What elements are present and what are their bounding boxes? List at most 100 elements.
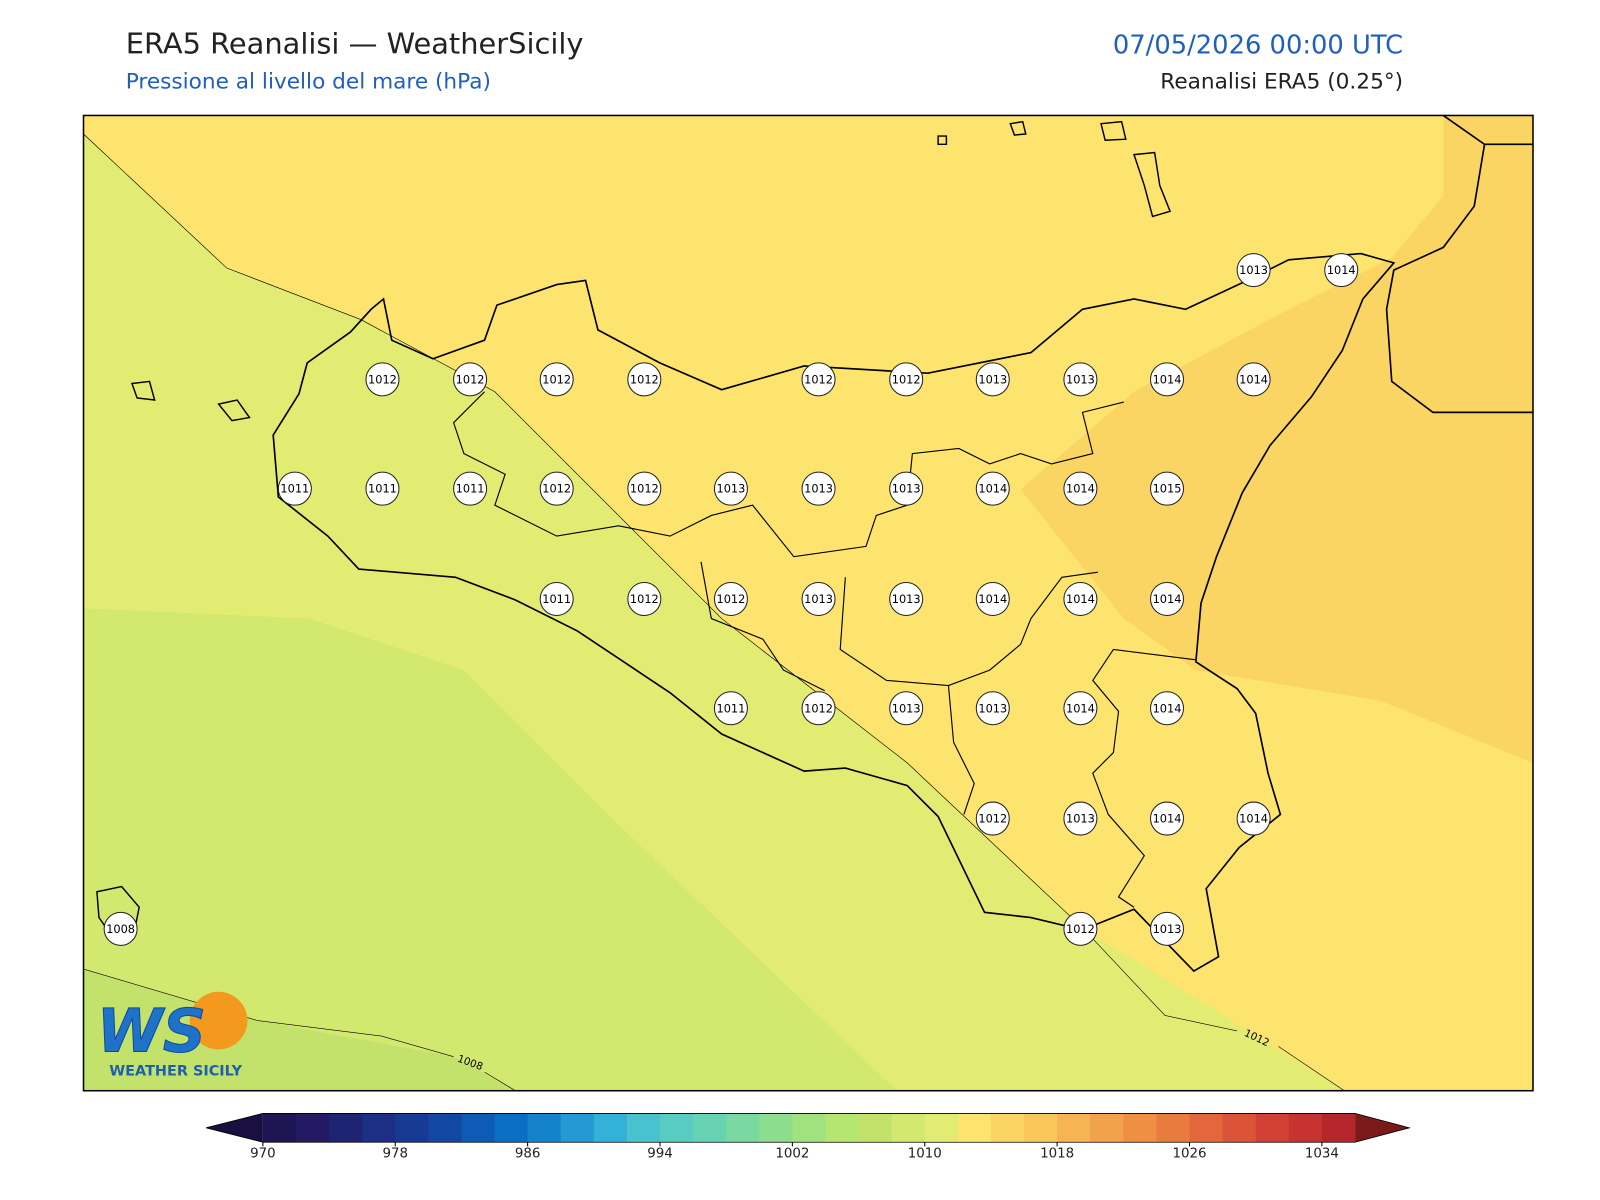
station: 1012 bbox=[801, 362, 836, 397]
colorbar-bin bbox=[329, 1113, 363, 1143]
station-value: 1014 bbox=[978, 482, 1007, 496]
station: 1011 bbox=[277, 471, 312, 506]
zone bbox=[1020, 115, 1533, 763]
station: 1013 bbox=[801, 581, 836, 616]
colorbar-bin bbox=[792, 1113, 826, 1143]
station-value: 1012 bbox=[456, 372, 485, 386]
station-marker bbox=[889, 362, 924, 397]
station: 1014 bbox=[1150, 362, 1185, 397]
station-value: 1011 bbox=[280, 482, 309, 496]
station: 1012 bbox=[627, 471, 662, 506]
colorbar-tick-label: 970 bbox=[250, 1147, 276, 1162]
station-value: 1014 bbox=[1066, 592, 1095, 606]
station-value: 1012 bbox=[804, 701, 833, 715]
colorbar-tick-label: 1034 bbox=[1305, 1147, 1339, 1162]
station: 1013 bbox=[889, 691, 924, 726]
station: 1012 bbox=[539, 471, 574, 506]
station-marker bbox=[627, 362, 662, 397]
station-marker bbox=[975, 691, 1010, 726]
station-marker bbox=[1063, 801, 1098, 836]
logo: WS WEATHER SICILY bbox=[96, 991, 248, 1079]
station: 1014 bbox=[1150, 691, 1185, 726]
colorbar-under bbox=[206, 1113, 263, 1143]
station-value: 1008 bbox=[106, 922, 135, 936]
station-value: 1014 bbox=[1153, 592, 1182, 606]
station-marker bbox=[1063, 581, 1098, 616]
station: 1014 bbox=[1063, 581, 1098, 616]
station-marker bbox=[889, 691, 924, 726]
colorbar-bin bbox=[461, 1113, 496, 1143]
station-value: 1011 bbox=[368, 482, 397, 496]
station-value: 1012 bbox=[368, 372, 397, 386]
station-marker bbox=[1324, 253, 1359, 288]
station: 1012 bbox=[627, 581, 662, 616]
zone bbox=[83, 608, 897, 1091]
subtitle: Pressione al livello del mare (hPa) bbox=[126, 70, 491, 95]
station-marker bbox=[975, 801, 1010, 836]
colorbar-bin bbox=[428, 1113, 462, 1143]
station: 1014 bbox=[1236, 801, 1271, 836]
station-marker bbox=[713, 691, 748, 726]
station-value: 1011 bbox=[542, 592, 571, 606]
colorbar-bin bbox=[262, 1113, 297, 1143]
colorbar-tick-label: 978 bbox=[382, 1147, 408, 1162]
station-value: 1014 bbox=[1153, 812, 1182, 826]
colorbar-bin bbox=[726, 1113, 760, 1143]
station-marker bbox=[1063, 911, 1098, 946]
colorbar-bin bbox=[395, 1113, 429, 1143]
station-value: 1012 bbox=[892, 372, 921, 386]
station: 1011 bbox=[365, 471, 400, 506]
station-value: 1014 bbox=[1153, 701, 1182, 715]
station-value: 1013 bbox=[892, 701, 921, 715]
station-marker bbox=[975, 362, 1010, 397]
station-value: 1012 bbox=[542, 372, 571, 386]
station-marker bbox=[1063, 691, 1098, 726]
station: 1013 bbox=[801, 471, 836, 506]
colorbar-bin bbox=[825, 1113, 860, 1143]
station: 1013 bbox=[889, 471, 924, 506]
station: 1011 bbox=[453, 471, 488, 506]
colorbar-bin bbox=[1156, 1113, 1190, 1143]
station: 1013 bbox=[1063, 362, 1098, 397]
logo-sun bbox=[189, 991, 248, 1050]
station-marker bbox=[453, 362, 488, 397]
station-value: 1012 bbox=[978, 812, 1007, 826]
colorbar-bin bbox=[626, 1113, 661, 1143]
station: 1014 bbox=[1236, 362, 1271, 397]
station-marker bbox=[1150, 471, 1185, 506]
colorbar-bin bbox=[1222, 1113, 1257, 1143]
station: 1012 bbox=[627, 362, 662, 397]
coastlines bbox=[83, 115, 1533, 1091]
station-value: 1013 bbox=[1066, 812, 1095, 826]
station: 1014 bbox=[975, 581, 1010, 616]
map-frame bbox=[82, 114, 1534, 1092]
station: 1014 bbox=[975, 471, 1010, 506]
islands bbox=[96, 120, 1172, 939]
station: 1013 bbox=[713, 471, 748, 506]
logo-text: WEATHER SICILY bbox=[109, 1063, 242, 1079]
station-value: 1011 bbox=[717, 701, 746, 715]
station: 1013 bbox=[1063, 801, 1098, 836]
station-marker bbox=[539, 581, 574, 616]
station: 1013 bbox=[975, 362, 1010, 397]
station-marker bbox=[1150, 581, 1185, 616]
station-marker bbox=[975, 471, 1010, 506]
station-value: 1013 bbox=[978, 372, 1007, 386]
contour-line bbox=[83, 968, 516, 1091]
station-value: 1013 bbox=[1066, 372, 1095, 386]
colorbar-bin bbox=[593, 1113, 628, 1143]
station-marker bbox=[1236, 362, 1271, 397]
contour-line bbox=[83, 133, 1345, 1091]
station-marker bbox=[1150, 911, 1185, 946]
station-marker bbox=[801, 691, 836, 726]
pressure-field bbox=[83, 115, 1533, 1091]
station-value: 1013 bbox=[804, 482, 833, 496]
colorbar-over bbox=[1354, 1113, 1410, 1143]
station-marker bbox=[365, 471, 400, 506]
colorbar-bin bbox=[1288, 1113, 1323, 1143]
datetime: 07/05/2026 00:00 UTC bbox=[1113, 31, 1403, 61]
colorbar-bin bbox=[957, 1113, 992, 1143]
station: 1013 bbox=[1150, 911, 1185, 946]
station-value: 1014 bbox=[978, 592, 1007, 606]
